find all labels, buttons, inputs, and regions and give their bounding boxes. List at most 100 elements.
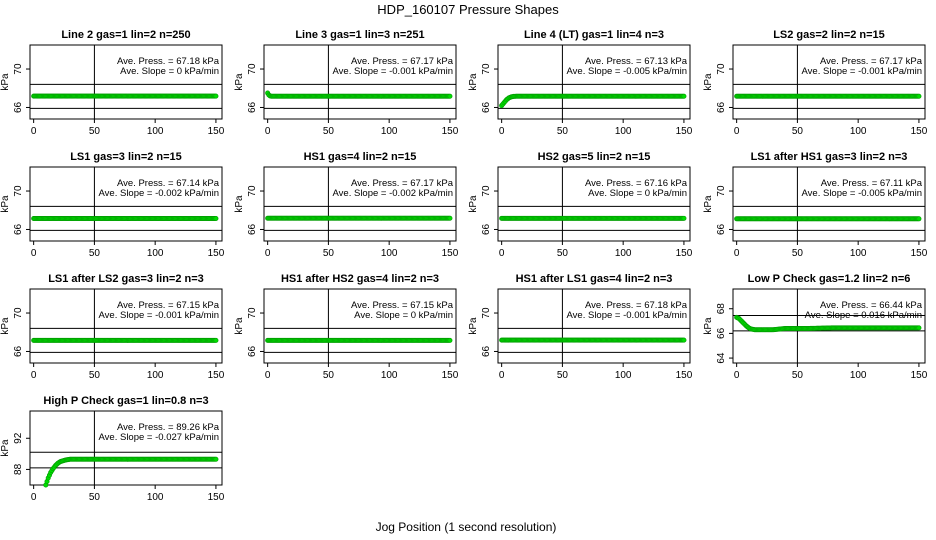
data-point: [213, 337, 219, 343]
y-axis-label: kPa: [0, 439, 11, 457]
x-tick-label: 150: [442, 126, 459, 137]
panel-title: LS2 gas=2 lin=2 n=15: [773, 29, 885, 41]
y-tick-label: 66: [13, 223, 24, 235]
annotation-ave-slope: Ave. Slope = -0.001 kPa/min: [567, 310, 688, 321]
y-tick-label: 70: [716, 63, 727, 75]
panel-title: Line 2 gas=1 lin=2 n=250: [61, 29, 190, 41]
figure-title: HDP_160107 Pressure Shapes: [377, 2, 559, 17]
x-tick-label: 50: [792, 248, 804, 259]
chart-panel: Line 4 (LT) gas=1 lin=4 n=3 0 50 100 150 66 70…: [468, 29, 693, 137]
x-tick-label: 150: [911, 126, 928, 137]
annotation-ave-press: Ave. Press. = 67.14 kPa: [117, 178, 220, 189]
x-tick-label: 100: [615, 248, 632, 259]
y-tick-label: 70: [13, 63, 24, 75]
data-point: [447, 215, 453, 221]
y-axis-label: kPa: [703, 73, 714, 91]
x-tick-label: 50: [557, 248, 569, 259]
x-tick-label: 50: [89, 370, 101, 381]
annotation-ave-slope: Ave. Slope = 0 kPa/min: [354, 310, 453, 321]
x-tick-label: 100: [381, 370, 398, 381]
y-axis-label: kPa: [703, 195, 714, 213]
panel-title: LS1 gas=3 lin=2 n=15: [70, 151, 182, 163]
panel-title: LS1 after HS1 gas=3 lin=2 n=3: [751, 151, 908, 163]
annotation-ave-press: Ave. Press. = 67.11 kPa: [821, 178, 923, 189]
data-point: [213, 93, 219, 99]
y-tick-label: 66: [13, 101, 24, 113]
data-point: [213, 216, 219, 222]
annotation-ave-slope: Ave. Slope = -0.001 kPa/min: [99, 310, 220, 321]
y-tick-label: 64: [716, 352, 727, 364]
y-axis-label: kPa: [234, 317, 245, 335]
x-tick-label: 50: [323, 126, 335, 137]
y-tick-label: 92: [13, 432, 24, 444]
x-tick-label: 100: [850, 248, 867, 259]
x-tick-label: 150: [208, 370, 225, 381]
x-tick-label: 0: [265, 126, 271, 137]
x-tick-label: 150: [676, 248, 693, 259]
y-tick-label: 70: [247, 307, 258, 319]
annotation-ave-press: Ave. Press. = 67.17 kPa: [820, 56, 923, 67]
chart-panel: High P Check gas=1 lin=0.8 n=3 0 50 100 150 8…: [0, 395, 225, 503]
annotation-ave-slope: Ave. Slope = -0.002 kPa/min: [333, 188, 454, 199]
plot-frame: [29, 166, 223, 242]
plot-frame: [29, 410, 223, 486]
x-tick-label: 0: [31, 248, 37, 259]
x-axis-label: Jog Position (1 second resolution): [376, 520, 557, 534]
x-tick-label: 100: [850, 370, 867, 381]
x-tick-label: 0: [734, 370, 740, 381]
plot-frame: [497, 166, 691, 242]
x-tick-label: 0: [265, 248, 271, 259]
y-axis-label: kPa: [468, 317, 479, 335]
panel-title: High P Check gas=1 lin=0.8 n=3: [43, 395, 208, 407]
plot-frame: [263, 288, 457, 364]
annotation-ave-press: Ave. Press. = 67.18 kPa: [585, 300, 688, 311]
annotation-ave-press: Ave. Press. = 67.15 kPa: [351, 300, 454, 311]
x-tick-label: 100: [147, 370, 164, 381]
y-tick-label: 88: [13, 463, 24, 475]
x-tick-label: 100: [147, 492, 164, 503]
x-tick-label: 50: [89, 492, 101, 503]
annotation-ave-slope: Ave. Slope = -0.027 kPa/min: [99, 432, 220, 443]
x-tick-label: 50: [323, 248, 335, 259]
x-tick-label: 100: [381, 126, 398, 137]
plot-frame: [732, 288, 926, 364]
annotation-ave-press: Ave. Press. = 67.17 kPa: [351, 178, 454, 189]
panel-title: Low P Check gas=1.2 lin=2 n=6: [748, 273, 911, 285]
chart-panel: HS1 after HS2 gas=4 lin=2 n=3 0 50 100 150 66…: [234, 273, 459, 381]
y-tick-label: 66: [13, 345, 24, 357]
chart-panel: Low P Check gas=1.2 lin=2 n=6 0 50 100 150 64…: [703, 273, 928, 381]
x-tick-label: 150: [676, 370, 693, 381]
annotation-ave-press: Ave. Press. = 67.15 kPa: [117, 300, 220, 311]
y-tick-label: 68: [716, 303, 727, 315]
y-tick-label: 66: [716, 223, 727, 235]
panel-title: HS1 gas=4 lin=2 n=15: [304, 151, 417, 163]
x-tick-label: 150: [442, 248, 459, 259]
x-tick-label: 0: [499, 248, 505, 259]
x-tick-label: 0: [265, 370, 271, 381]
data-point: [916, 93, 922, 99]
annotation-ave-press: Ave. Press. = 67.17 kPa: [351, 56, 454, 67]
x-tick-label: 100: [615, 370, 632, 381]
chart-panel: Line 3 gas=1 lin=3 n=251 0 50 100 150 66 70kPa…: [234, 29, 459, 137]
chart-panel: LS1 after HS1 gas=3 lin=2 n=3 0 50 100 150 66…: [703, 151, 928, 259]
y-tick-label: 70: [481, 63, 492, 75]
y-tick-label: 70: [247, 185, 258, 197]
y-axis-label: kPa: [234, 195, 245, 213]
annotation-ave-slope: Ave. Slope = -0.005 kPa/min: [567, 66, 688, 77]
chart-panel: HS1 after LS1 gas=4 lin=2 n=3 0 50 100 150 66…: [468, 273, 693, 381]
y-tick-label: 66: [716, 101, 727, 113]
data-point: [447, 337, 453, 343]
x-tick-label: 150: [208, 126, 225, 137]
panel-title: HS1 after LS1 gas=4 lin=2 n=3: [516, 273, 673, 285]
y-axis-label: kPa: [468, 73, 479, 91]
y-tick-label: 66: [481, 101, 492, 113]
y-tick-label: 66: [481, 345, 492, 357]
annotation-ave-slope: Ave. Slope = -0.001 kPa/min: [802, 66, 923, 77]
plot-frame: [732, 44, 926, 120]
plot-frame: [497, 44, 691, 120]
data-point: [681, 93, 687, 99]
